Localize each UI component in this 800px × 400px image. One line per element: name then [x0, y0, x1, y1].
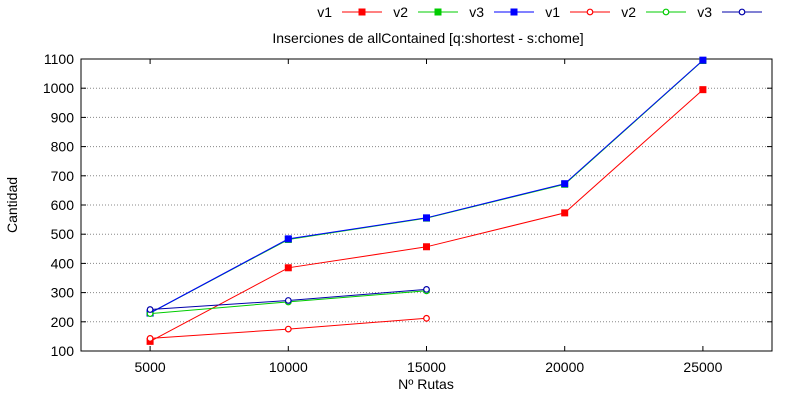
y-tick-label: 1000 — [43, 80, 74, 96]
y-tick-label: 900 — [51, 109, 75, 125]
data-point — [284, 235, 292, 243]
y-tick-label: 600 — [51, 197, 75, 213]
legend-item: v1 — [317, 4, 382, 20]
data-point — [423, 314, 430, 322]
y-tick-label: 200 — [51, 314, 75, 330]
x-tick-label: 5000 — [135, 359, 166, 375]
series-6 — [146, 285, 430, 313]
data-point — [423, 214, 430, 222]
legend-item: v3 — [697, 4, 762, 20]
y-tick-label: 700 — [51, 168, 75, 184]
data-point — [423, 243, 430, 251]
y-tick-label: 1100 — [44, 51, 74, 67]
data-point — [284, 297, 292, 304]
data-point — [699, 86, 707, 94]
legend-label: v2 — [621, 4, 636, 20]
data-point — [284, 264, 292, 272]
legend-item: v1 — [545, 4, 610, 20]
y-tick-label: 800 — [51, 139, 75, 155]
data-point — [146, 306, 154, 313]
data-point — [699, 56, 707, 64]
data-point — [146, 335, 154, 342]
y-tick-label: 100 — [51, 343, 75, 359]
legend-label: v1 — [317, 4, 332, 20]
legend-item: v3 — [469, 4, 534, 20]
x-tick-label: 20000 — [545, 359, 584, 375]
chart-title: Inserciones de allContained [q:shortest … — [272, 30, 583, 46]
series-4 — [146, 314, 430, 342]
series-line — [149, 59, 704, 314]
y-tick-label: 300 — [51, 285, 75, 301]
y-tick-label: 500 — [51, 226, 75, 242]
y-axis: 100 200 300 400 500 600 700 800 900 1000 1100 — [43, 51, 772, 359]
data-point — [423, 285, 430, 293]
data-point — [284, 325, 292, 333]
legend-marker — [358, 8, 366, 16]
x-tick-label: 25000 — [683, 359, 722, 375]
x-axis-label: Nº Rutas — [398, 376, 454, 392]
legend-marker — [510, 8, 518, 16]
y-tick-label: 400 — [51, 255, 75, 271]
legend-item: v2 — [621, 4, 686, 20]
series-2 — [146, 56, 707, 317]
x-tick-label: 15000 — [407, 359, 446, 375]
y-axis-label: Cantidad — [4, 177, 20, 233]
data-point — [561, 209, 569, 217]
data-point — [561, 180, 569, 188]
x-axis: 5000 10000 15000 20000 25000 — [135, 59, 723, 375]
legend-marker — [738, 8, 746, 16]
legend-label: v2 — [393, 4, 408, 20]
legend-item: v2 — [393, 4, 458, 20]
legend-marker — [434, 8, 442, 16]
series-group — [146, 56, 707, 345]
series-3 — [146, 56, 707, 317]
legend: v1 v2 v3 v1 v2 v3 — [317, 4, 762, 20]
legend-label: v1 — [545, 4, 560, 20]
legend-label: v3 — [697, 4, 712, 20]
legend-label: v3 — [469, 4, 484, 20]
legend-marker — [662, 8, 670, 16]
x-tick-label: 10000 — [269, 359, 308, 375]
series-line — [149, 60, 704, 314]
legend-marker — [586, 8, 594, 16]
